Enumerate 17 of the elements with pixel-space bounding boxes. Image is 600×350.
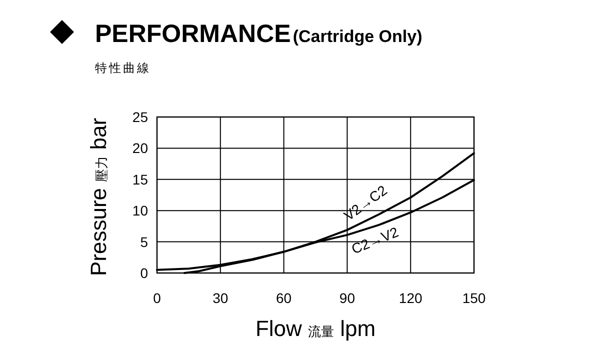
x-tick-label: 60 <box>276 290 292 306</box>
x-tick-label: 90 <box>339 290 356 306</box>
y-tick-label: 15 <box>132 171 148 188</box>
x-axis-title: Flow 流量 lpm <box>255 316 376 341</box>
y-tick-label: 0 <box>140 265 148 281</box>
y-axis-title: Pressure 壓力 bar <box>86 118 111 276</box>
x-tick-label: 120 <box>398 290 422 306</box>
text: 特性曲線 <box>95 61 151 75</box>
y-tick-label: 20 <box>132 140 148 156</box>
y-tick-label: 25 <box>132 109 148 125</box>
chart-subtitle: (Cartridge Only) <box>292 27 422 46</box>
x-tick-label: 150 <box>462 290 486 306</box>
chart-title: PERFORMANCE <box>95 20 291 48</box>
y-tick-label: 10 <box>132 202 148 219</box>
y-tick-label: 5 <box>140 234 148 250</box>
x-tick-label: 0 <box>153 290 162 306</box>
x-tick-label: 30 <box>212 290 228 306</box>
